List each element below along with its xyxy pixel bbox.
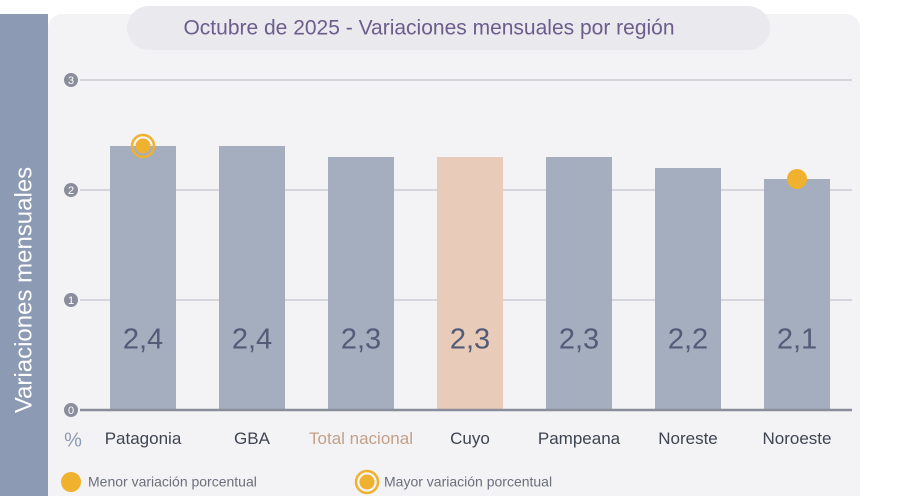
y-tick-badge: [64, 73, 78, 87]
value-label: 2,3: [559, 324, 599, 356]
bar: [110, 146, 176, 410]
x-tick-label: Pampeana: [537, 428, 621, 448]
bar: [655, 168, 721, 410]
x-tick-label: Cuyo: [450, 428, 490, 448]
marker-dot: [135, 138, 151, 154]
y-tick-label: 3: [68, 75, 74, 87]
bar: [219, 146, 285, 410]
y-tick-badge: [64, 183, 78, 197]
marker-dot: [787, 169, 807, 189]
y-unit: %: [64, 429, 82, 451]
title-pill: [127, 6, 770, 50]
y-axis-label: Variaciones mensuales: [10, 167, 37, 413]
bar: [764, 179, 830, 410]
marker-dot: [61, 472, 81, 492]
value-label: 2,2: [668, 324, 708, 356]
y-tick-badge: [64, 403, 78, 417]
value-label: 2,4: [123, 324, 163, 356]
marker-dot: [359, 474, 375, 490]
x-tick-label: Total nacional: [309, 428, 413, 448]
legend-label: Mayor variación porcentual: [384, 474, 552, 490]
bar: [546, 157, 612, 410]
value-label: 2,1: [777, 324, 817, 356]
chart-title: Octubre de 2025 - Variaciones mensuales …: [183, 17, 674, 40]
value-label: 2,3: [450, 324, 490, 356]
bar: [328, 157, 394, 410]
y-tick-label: 1: [68, 295, 74, 307]
legend-label: Menor variación porcentual: [88, 474, 257, 490]
y-tick-label: 0: [68, 405, 74, 417]
x-tick-label: Noreste: [658, 428, 718, 448]
bar: [437, 157, 503, 410]
x-tick-label: Patagonia: [104, 428, 182, 448]
y-tick-badge: [64, 293, 78, 307]
x-tick-label: Noroeste: [762, 428, 832, 448]
y-tick-label: 2: [68, 185, 74, 197]
marker-ring: [354, 469, 380, 495]
value-label: 2,3: [341, 324, 381, 356]
y-band: [0, 14, 48, 496]
x-tick-label: GBA: [234, 428, 270, 448]
value-label: 2,4: [232, 324, 272, 356]
marker-ring: [130, 133, 156, 159]
